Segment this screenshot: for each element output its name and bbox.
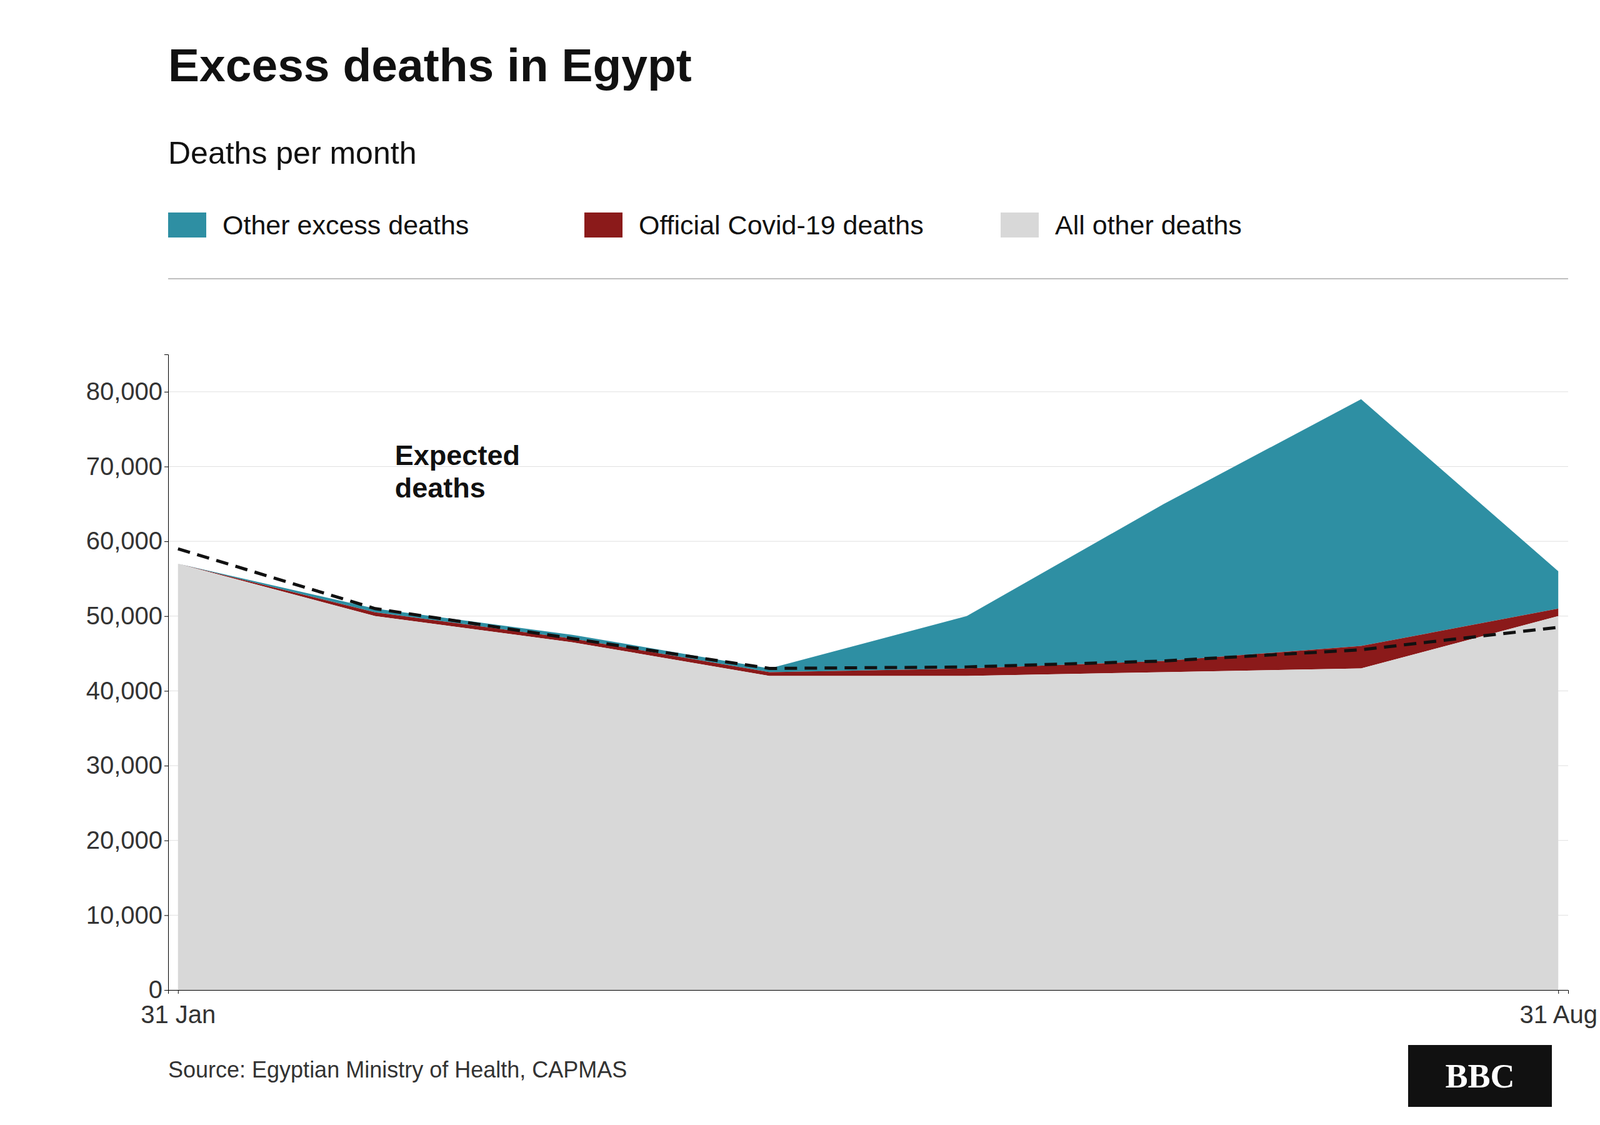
area — [178, 563, 1559, 990]
x-tick-label: 31 Jan — [140, 1000, 216, 1029]
title: Excess deaths in Egypt — [168, 38, 692, 92]
y-tick: 20,000 — [86, 826, 169, 854]
subtitle: Deaths per month — [168, 135, 417, 171]
y-tick-label: 80,000 — [86, 377, 163, 405]
legend-label: All other deaths — [1055, 210, 1242, 240]
y-tick-mark — [164, 466, 169, 467]
y-tick-mark — [164, 990, 169, 991]
y-axis-line — [164, 355, 169, 991]
x-axis: 31 Jan 31 Aug — [140, 990, 1598, 1029]
grid-line — [168, 391, 1569, 392]
marks — [178, 399, 1559, 990]
legend-item: Official Covid-19 deaths — [584, 210, 924, 240]
annotation-line: deaths — [395, 471, 486, 504]
legend-swatch — [1000, 212, 1039, 238]
y-tick-label: 0 — [148, 975, 163, 1004]
x-tick-mark — [1558, 990, 1559, 994]
y-tick-label: 40,000 — [86, 676, 163, 705]
legend-swatch — [168, 212, 207, 238]
x-tick-label: 31 Aug — [1519, 1000, 1598, 1029]
logo: BBC — [1408, 1045, 1552, 1107]
logo-box — [1408, 1045, 1552, 1107]
logo-text: BBC — [1445, 1057, 1515, 1095]
annotation-line: Expected — [395, 439, 520, 472]
chart: Excess deaths in Egypt Deaths per month 31… — [0, 0, 1600, 1125]
x-axis-line — [168, 990, 1569, 995]
y-tick-mark — [164, 915, 169, 916]
y-tick-mark — [164, 840, 169, 842]
y-tick-label: 30,000 — [86, 751, 163, 779]
y-tick: 40,000 — [86, 676, 169, 705]
y-tick: 70,000 — [86, 452, 169, 480]
legend-label: Other excess deaths — [222, 210, 469, 240]
y-tick: 0 — [148, 975, 169, 1004]
y-tick: 30,000 — [86, 751, 169, 779]
y-tick: 10,000 — [86, 901, 169, 929]
separator — [168, 278, 1569, 280]
y-tick-label: 70,000 — [86, 452, 163, 480]
y-tick-label: 50,000 — [86, 601, 163, 630]
y-tick: 80,000 — [86, 377, 169, 405]
legend-item: Other excess deaths — [168, 210, 469, 240]
x-tick-mark — [178, 990, 179, 994]
source: Source: Egyptian Ministry of Health, CAP… — [168, 1056, 627, 1083]
y-tick-mark — [164, 616, 169, 617]
y-tick-label: 10,000 — [86, 901, 163, 929]
y-tick-mark — [164, 765, 169, 767]
y-tick-label: 20,000 — [86, 826, 163, 854]
legend-item: All other deaths — [1000, 210, 1242, 240]
y-axis: 0 10,000 20,000 30,000 40,000 50,000 60,000 70,… — [86, 355, 169, 1004]
legend: Other excess deaths Official Covid-19 dea… — [168, 210, 1242, 240]
y-tick: 50,000 — [86, 601, 169, 630]
y-tick-mark — [164, 541, 169, 542]
legend-swatch — [584, 212, 623, 238]
y-tick-mark — [164, 690, 169, 692]
annotation: Expecteddeaths — [395, 439, 520, 504]
y-tick: 60,000 — [86, 526, 169, 555]
y-tick-label: 60,000 — [86, 526, 163, 555]
line — [178, 548, 1559, 669]
y-tick-mark — [164, 391, 169, 393]
x-tick: 31 Aug — [1519, 990, 1598, 1029]
grid — [168, 391, 1569, 990]
legend-label: Official Covid-19 deaths — [638, 210, 924, 240]
